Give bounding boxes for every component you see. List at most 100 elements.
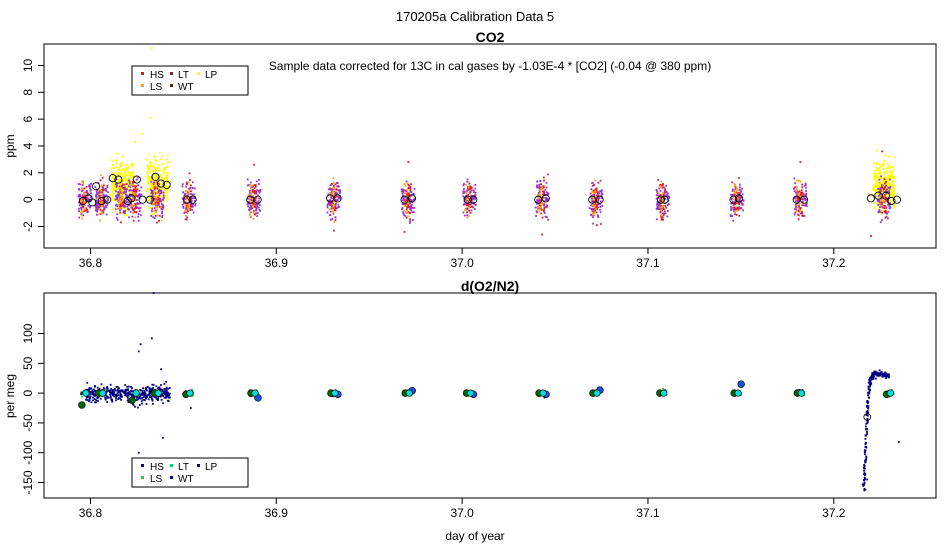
o2n2-point [162, 402, 165, 405]
co2-point [596, 199, 599, 202]
o2n2-spike-point [162, 436, 164, 439]
co2-point [877, 210, 880, 213]
o2n2-excursion-point [885, 372, 887, 375]
co2-mean-circle [183, 195, 192, 204]
co2-point [138, 210, 141, 213]
figure-title: 170205a Calibration Data 5 [396, 9, 554, 24]
co2-point-lp [886, 172, 889, 174]
co2-point [124, 188, 127, 191]
co2-point [134, 187, 137, 190]
co2-point [401, 188, 404, 191]
co2-point [116, 218, 119, 221]
co2-point [881, 204, 884, 207]
co2-point [403, 204, 406, 207]
co2-point-lp [149, 177, 152, 180]
o2n2-excursion-point [864, 428, 867, 431]
co2-point [735, 194, 737, 197]
co2-point-lp [113, 182, 115, 184]
co2-point [658, 193, 661, 196]
co2-point [470, 187, 473, 190]
co2-point [86, 209, 89, 211]
co2-point [657, 191, 660, 194]
co2-point [257, 194, 260, 197]
co2-point [158, 190, 160, 192]
co2-point [599, 211, 602, 214]
co2-point-lp [873, 184, 876, 187]
co2-point-lp [128, 174, 131, 176]
co2-point-lp [151, 213, 154, 216]
co2-point [539, 196, 542, 199]
co2-point [537, 196, 540, 199]
co2-point [883, 204, 885, 207]
co2-point [466, 208, 468, 210]
co2-point [151, 194, 154, 197]
co2-point [466, 216, 469, 219]
co2-point-lp [875, 192, 878, 194]
co2-point [330, 191, 333, 194]
co2-point [89, 185, 92, 188]
co2-point [126, 198, 128, 201]
co2-point [888, 204, 891, 207]
co2-point [405, 216, 408, 219]
co2-point-lp [165, 191, 167, 194]
co2-point [887, 210, 890, 213]
o2n2-point [147, 393, 150, 396]
o2n2-excursion-point [864, 461, 867, 464]
co2-point [464, 190, 466, 193]
co2-point [98, 200, 100, 203]
co2-point [736, 197, 739, 200]
co2-point-lp [125, 186, 128, 189]
co2-point [151, 210, 153, 213]
co2-point [96, 208, 99, 211]
co2-point-lp [149, 183, 152, 185]
co2-point [470, 202, 473, 205]
co2-point [740, 196, 742, 199]
co2-point [99, 188, 102, 191]
co2-point [878, 199, 880, 202]
co2-point-lp [884, 179, 886, 182]
co2-point-lp [892, 165, 894, 168]
co2-point-lp [112, 192, 114, 194]
co2-point [329, 188, 332, 191]
co2-point [537, 194, 539, 196]
co2-point [78, 207, 81, 210]
co2-point [332, 195, 335, 198]
co2-point-lp [157, 174, 160, 176]
co2-point [120, 187, 122, 190]
co2-point [121, 200, 124, 203]
co2-point-lp [130, 171, 133, 174]
co2-point [86, 191, 88, 194]
o2n2-excursion-point [871, 372, 874, 375]
co2-point [335, 195, 338, 198]
o2n2-point [117, 391, 120, 394]
co2-point-lp [876, 161, 878, 164]
co2-point [249, 181, 252, 184]
o2n2-legend-swatch-hs [141, 464, 144, 467]
o2n2-point [105, 390, 108, 393]
co2-point-lp [131, 165, 134, 168]
co2-point [804, 198, 807, 200]
co2-point [189, 202, 192, 205]
co2-point [468, 188, 471, 191]
co2-point [154, 201, 157, 204]
co2-point-lp [164, 174, 167, 177]
co2-point [117, 201, 120, 204]
co2-point-lp [879, 172, 882, 175]
co2-point [793, 177, 796, 180]
co2-point-lp [887, 173, 890, 176]
co2-point [135, 178, 138, 181]
o2n2-excursion-point [872, 373, 875, 376]
co2-point [664, 198, 667, 200]
co2-point [188, 203, 190, 205]
co2-point [82, 205, 85, 208]
co2-point [102, 195, 105, 198]
o2n2-point [158, 386, 161, 389]
o2n2-point [123, 390, 125, 393]
co2-point-lp [145, 190, 148, 193]
co2-point [888, 187, 891, 190]
co2-point-lp [890, 171, 892, 174]
o2n2-excursion-point [863, 464, 865, 466]
co2-point [657, 203, 659, 205]
co2-point [796, 199, 798, 202]
co2-point [801, 214, 804, 217]
